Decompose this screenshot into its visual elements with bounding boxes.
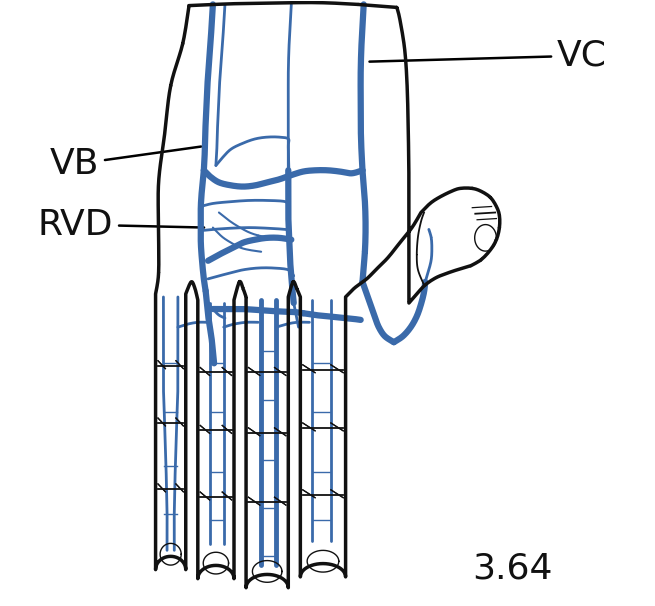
Text: VB: VB (50, 147, 201, 181)
Polygon shape (156, 2, 500, 588)
Text: 3.64: 3.64 (472, 551, 553, 585)
Text: RVD: RVD (38, 208, 204, 242)
Text: VC: VC (369, 39, 607, 73)
